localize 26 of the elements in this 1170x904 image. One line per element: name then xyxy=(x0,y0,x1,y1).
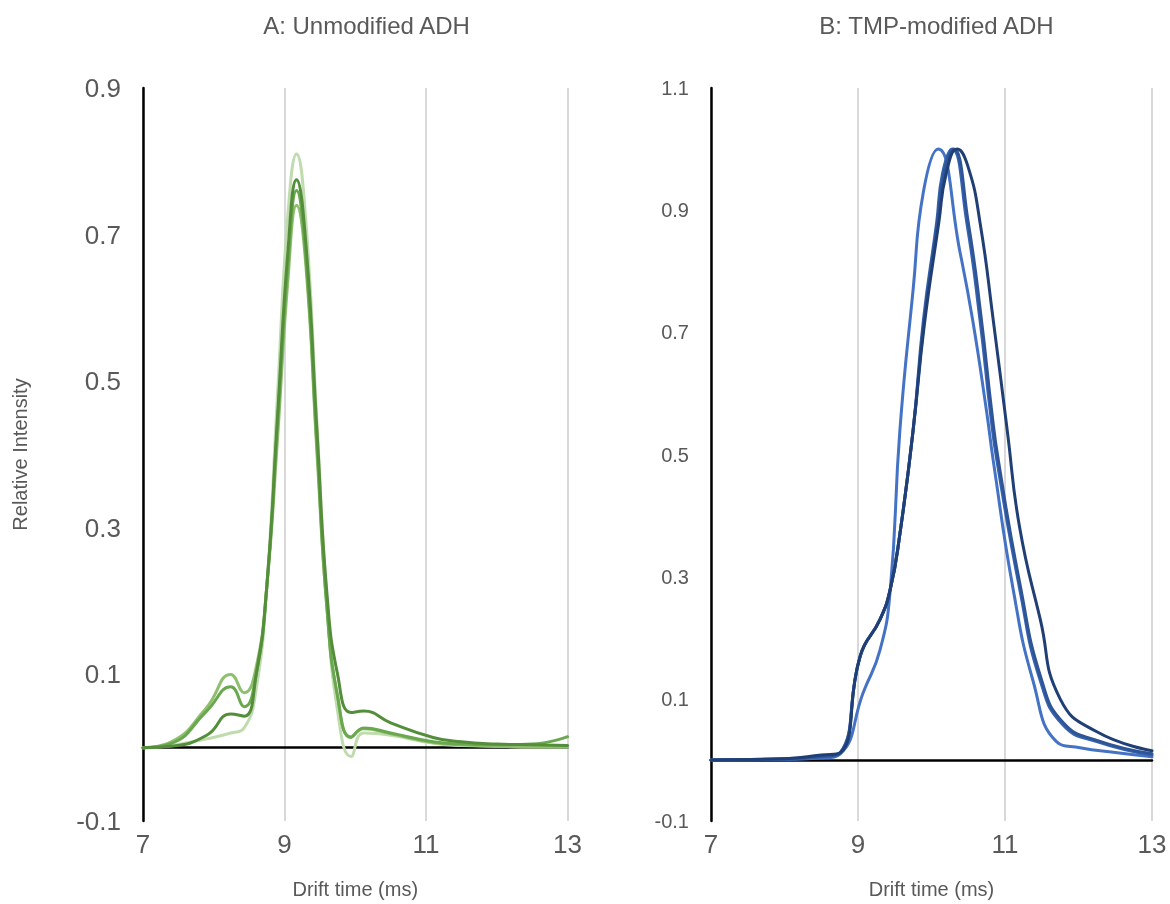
x-axis-title: Drift time (ms) xyxy=(292,878,419,900)
y-tick-label: 0.7 xyxy=(661,321,689,344)
x-tick-label: 9 xyxy=(850,829,866,859)
y-tick-label: 0.3 xyxy=(84,512,121,543)
y-tick-label: 1.1 xyxy=(661,77,689,99)
x-tick-label: 9 xyxy=(277,829,292,859)
y-tick-label: 0.9 xyxy=(661,199,689,222)
y-tick-label: 0.9 xyxy=(84,73,121,103)
y-tick-label: 0.5 xyxy=(84,366,121,397)
x-axis-title: Drift time (ms) xyxy=(868,878,995,900)
y-tick-label: 0.3 xyxy=(661,565,689,588)
y-tick-label: 0.7 xyxy=(84,219,121,250)
y-tick-label: 0.5 xyxy=(661,443,689,466)
x-tick-label: 11 xyxy=(991,829,1019,859)
y-tick-label: 0.1 xyxy=(84,659,121,690)
x-tick-label: 13 xyxy=(553,829,582,859)
y-axis-title: Relative Intensity xyxy=(9,378,31,531)
y-tick-label: -0.1 xyxy=(76,806,121,836)
x-tick-label: 11 xyxy=(412,829,440,859)
x-tick-label: 7 xyxy=(703,829,719,859)
chart-title: B: TMP-modified ADH xyxy=(819,11,1054,39)
chart-title: A: Unmodified ADH xyxy=(263,11,470,39)
x-tick-label: 7 xyxy=(135,829,151,859)
y-tick-label: 0.1 xyxy=(661,687,689,710)
x-tick-label: 13 xyxy=(1137,829,1167,859)
y-tick-label: -0.1 xyxy=(654,810,689,832)
